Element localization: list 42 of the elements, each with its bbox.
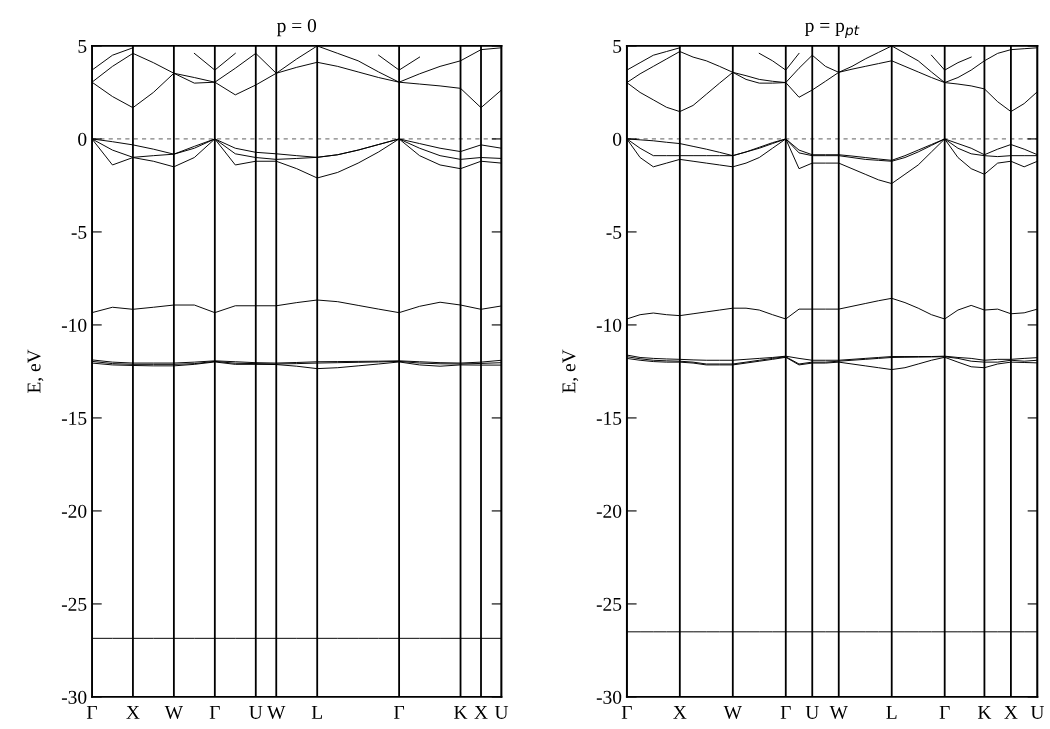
x-tick-label: Γ (209, 706, 220, 719)
y-tick-label: -30 (596, 690, 622, 704)
y-axis-title: E, eV (27, 349, 44, 393)
x-tick-label: U (249, 706, 263, 719)
x-tick-label: X (1004, 706, 1018, 719)
x-tick-label: X (673, 706, 687, 719)
y-tick-label: 0 (78, 132, 87, 146)
y-tick-label: -20 (61, 504, 87, 518)
y-tick-label: -25 (61, 597, 87, 611)
x-tick-label: K (454, 706, 468, 719)
y-tick-label: 0 (613, 132, 622, 146)
chart-title: p = p$_{pt}$ (805, 22, 860, 38)
y-tick-label: -25 (596, 597, 622, 611)
y-tick-label: -10 (61, 318, 87, 332)
x-tick-label: Γ (86, 706, 97, 719)
x-tick-label: W (723, 706, 742, 720)
x-tick-label: X (474, 706, 488, 719)
x-tick-label: U (494, 706, 509, 719)
x-tick-label: Γ (394, 706, 405, 719)
x-tick-label: L (886, 706, 897, 719)
x-tick-label: W (164, 706, 184, 720)
x-tick-label: Γ (780, 706, 791, 719)
x-tick-label: K (977, 706, 992, 719)
x-tick-label: Γ (621, 706, 632, 719)
y-tick-label: -5 (606, 225, 622, 239)
y-tick-label: -30 (61, 690, 87, 704)
y-tick-label: -20 (596, 504, 622, 518)
x-tick-label: W (267, 706, 286, 720)
chart-title: p = 0 (276, 19, 317, 37)
y-tick-label: -15 (61, 411, 87, 425)
y-tick-label: 5 (78, 39, 87, 53)
x-tick-label: L (311, 706, 322, 719)
y-tick-label: -10 (596, 318, 622, 332)
x-tick-label: U (1030, 706, 1045, 719)
y-tick-label: -15 (596, 411, 622, 425)
x-tick-label: W (829, 706, 848, 720)
x-tick-label: Γ (939, 706, 950, 719)
x-tick-label: X (126, 706, 140, 719)
y-tick-label: 5 (613, 39, 622, 53)
y-tick-label: -5 (71, 225, 87, 239)
y-axis-title: E, eV (562, 349, 579, 393)
x-tick-label: U (805, 706, 819, 719)
